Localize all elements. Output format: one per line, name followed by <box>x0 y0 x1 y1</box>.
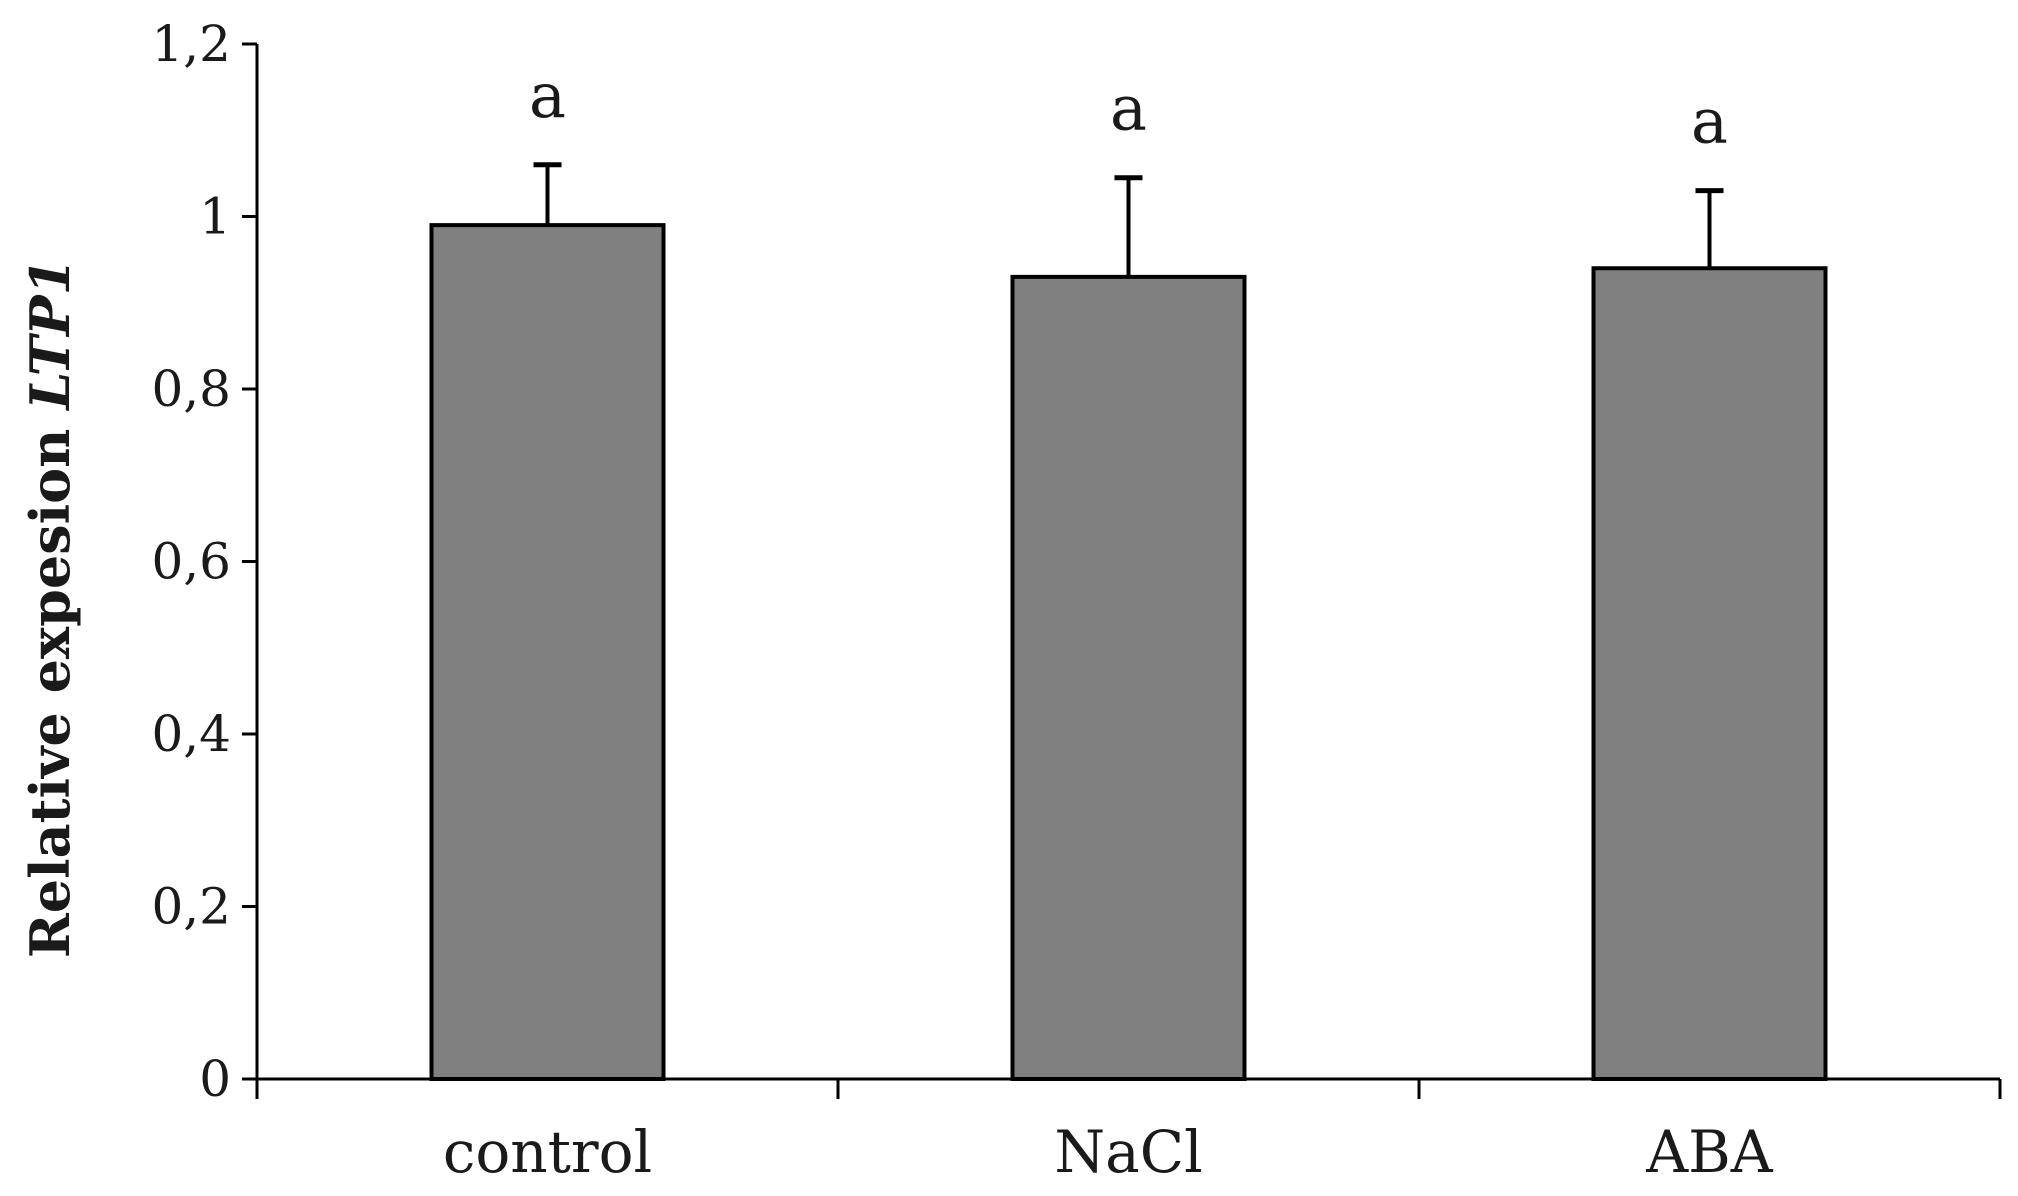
bar <box>1591 266 1828 1081</box>
y-tick-label: 0,6 <box>151 533 231 591</box>
svg-text:Relative expesion LTP1: Relative expesion LTP1 <box>18 258 82 958</box>
y-axis-title-main: Relative expesion <box>18 410 82 958</box>
bars <box>429 223 1828 1081</box>
significance-letter: a <box>1110 72 1147 145</box>
x-category-labels: control NaCl ABA <box>443 1118 1774 1186</box>
y-ticks: 0 0,2 0,4 0,6 0,8 1 1,2 <box>151 15 257 1108</box>
y-tick-label: 0,2 <box>151 878 231 936</box>
y-axis-title: Relative expesion LTP1 <box>18 258 82 958</box>
error-bars <box>533 162 1724 277</box>
y-tick-label: 1,2 <box>151 15 231 73</box>
significance-letter: a <box>529 59 566 132</box>
bar <box>1010 274 1247 1081</box>
x-category-label: control <box>443 1118 652 1186</box>
y-tick-label: 0,4 <box>151 705 231 763</box>
axes <box>255 44 2002 1099</box>
significance-letter: a <box>1691 85 1728 158</box>
y-tick-label: 0,8 <box>151 360 231 418</box>
x-category-label: ABA <box>1645 1118 1774 1186</box>
y-axis-title-gene: LTP1 <box>18 258 82 412</box>
bar <box>429 223 666 1081</box>
y-tick-label: 0 <box>199 1050 231 1108</box>
y-tick-label: 1 <box>199 188 231 246</box>
x-category-label: NaCl <box>1054 1118 1202 1186</box>
